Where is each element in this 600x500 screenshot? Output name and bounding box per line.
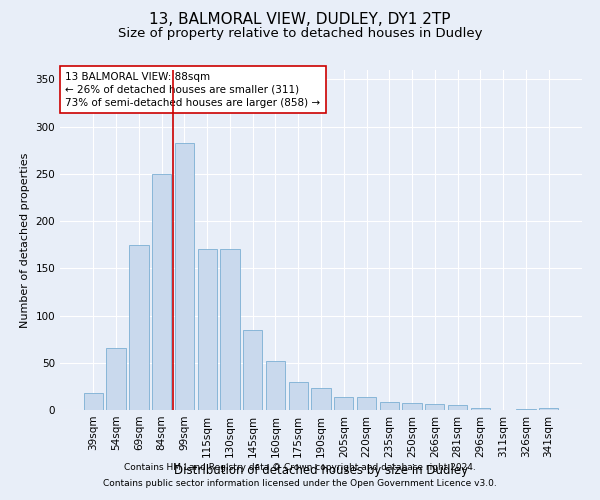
Bar: [448, 406, 467, 410]
Bar: [403, 404, 422, 410]
Bar: [311, 388, 331, 410]
Bar: [266, 361, 285, 410]
Bar: [289, 382, 308, 410]
Text: 13, BALMORAL VIEW, DUDLEY, DY1 2TP: 13, BALMORAL VIEW, DUDLEY, DY1 2TP: [149, 12, 451, 28]
Text: Contains public sector information licensed under the Open Government Licence v3: Contains public sector information licen…: [103, 478, 497, 488]
Bar: [220, 250, 239, 410]
Bar: [152, 174, 172, 410]
Bar: [84, 393, 103, 410]
X-axis label: Distribution of detached houses by size in Dudley: Distribution of detached houses by size …: [174, 464, 468, 477]
Bar: [539, 408, 558, 410]
Bar: [106, 348, 126, 410]
Bar: [357, 397, 376, 410]
Bar: [380, 402, 399, 410]
Bar: [334, 397, 353, 410]
Text: Contains HM Land Registry data © Crown copyright and database right 2024.: Contains HM Land Registry data © Crown c…: [124, 464, 476, 472]
Y-axis label: Number of detached properties: Number of detached properties: [20, 152, 30, 328]
Text: 13 BALMORAL VIEW: 88sqm
← 26% of detached houses are smaller (311)
73% of semi-d: 13 BALMORAL VIEW: 88sqm ← 26% of detache…: [65, 72, 320, 108]
Bar: [243, 330, 262, 410]
Bar: [175, 142, 194, 410]
Bar: [425, 404, 445, 410]
Bar: [470, 408, 490, 410]
Bar: [129, 244, 149, 410]
Bar: [516, 409, 536, 410]
Bar: [197, 250, 217, 410]
Text: Size of property relative to detached houses in Dudley: Size of property relative to detached ho…: [118, 28, 482, 40]
